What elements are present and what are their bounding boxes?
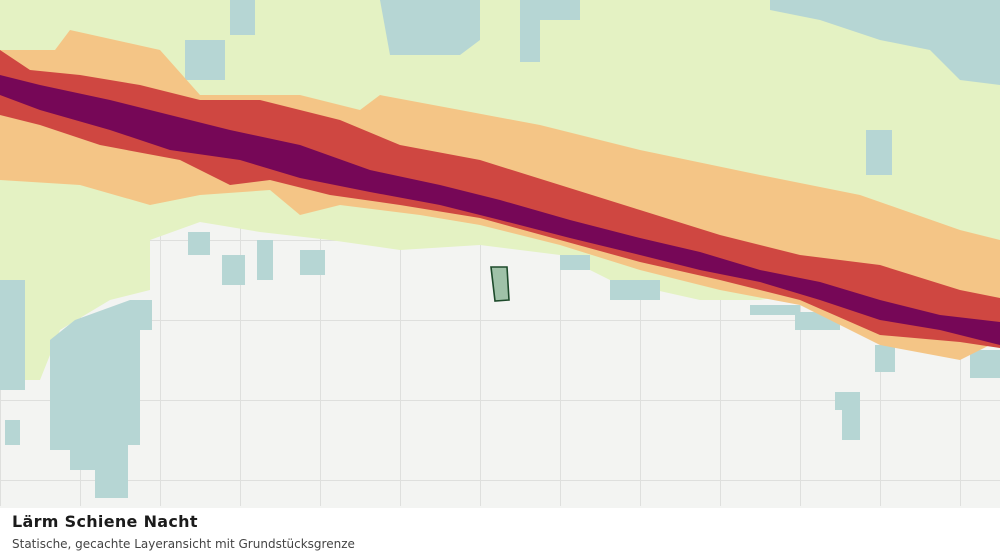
map-edge (0, 506, 1000, 508)
map-title: Lärm Schiene Nacht (12, 512, 198, 531)
map-subtitle: Statische, gecachte Layeransicht mit Gru… (12, 537, 355, 551)
building-patches (0, 0, 1000, 498)
parcel-boundary (490, 266, 510, 302)
map-view (0, 0, 1000, 508)
noise-zone-very-high (0, 75, 1000, 345)
caption: Lärm Schiene Nacht Statische, gecachte L… (12, 512, 988, 551)
